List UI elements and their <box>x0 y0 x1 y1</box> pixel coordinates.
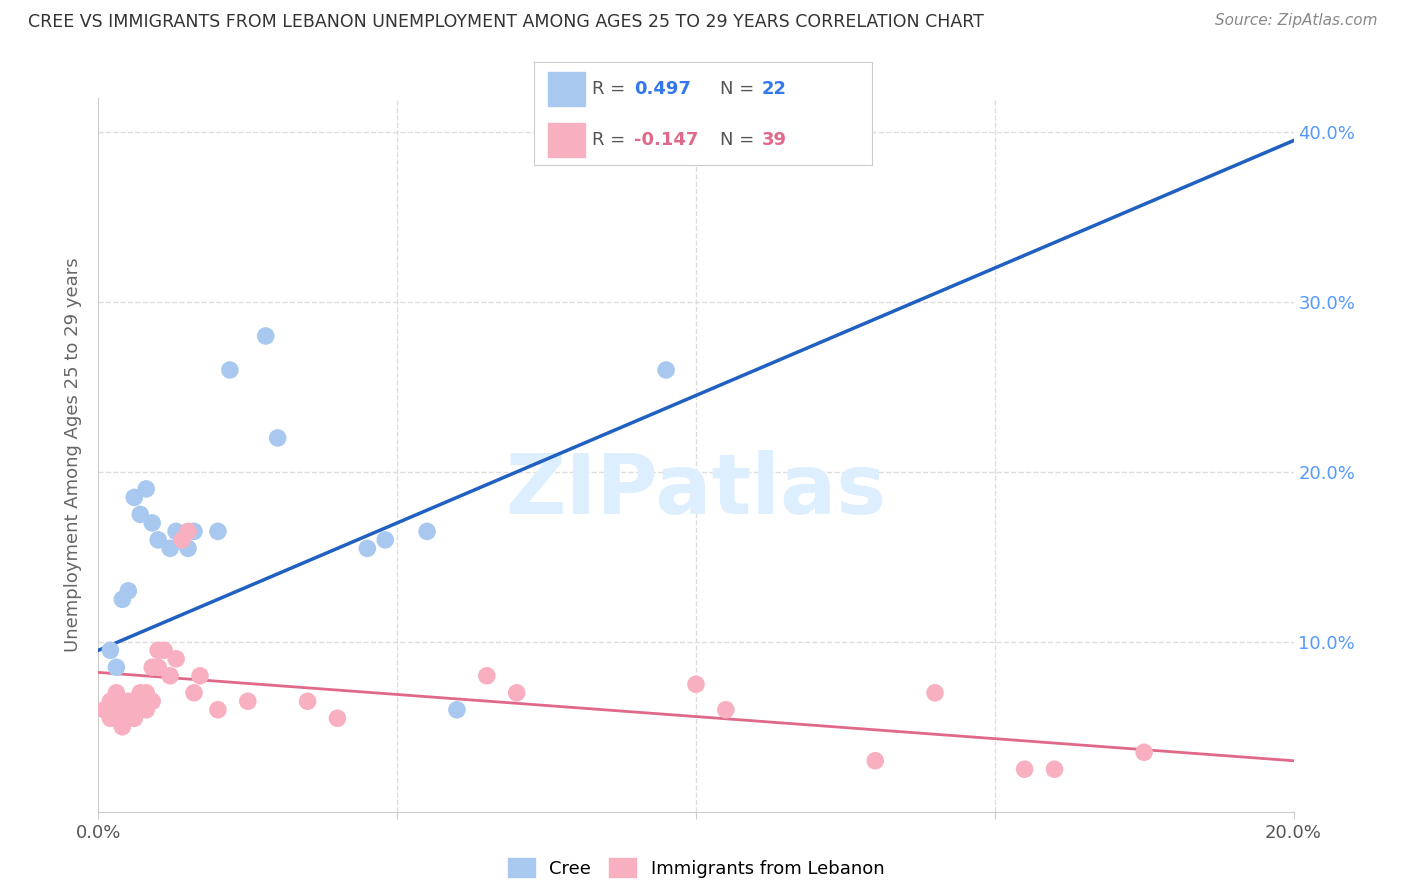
Point <box>236 694 259 708</box>
Text: N =: N = <box>720 131 759 149</box>
Point <box>111 592 134 607</box>
Point <box>356 541 378 556</box>
Point <box>1133 745 1156 759</box>
Point <box>177 524 200 539</box>
Point <box>416 524 439 539</box>
Point <box>865 754 887 768</box>
Point <box>219 363 242 377</box>
Point <box>714 703 737 717</box>
Point <box>93 703 115 717</box>
Point <box>100 694 122 708</box>
Point <box>183 686 205 700</box>
Point <box>326 711 349 725</box>
Text: 0.497: 0.497 <box>634 79 690 97</box>
Point <box>124 694 146 708</box>
Point <box>506 686 529 700</box>
Point <box>685 677 707 691</box>
Point <box>172 533 194 547</box>
Point <box>135 686 157 700</box>
Point <box>254 329 277 343</box>
Text: 22: 22 <box>762 79 787 97</box>
Point <box>141 516 163 530</box>
Bar <box>548 71 585 105</box>
Point <box>105 686 128 700</box>
Text: Source: ZipAtlas.com: Source: ZipAtlas.com <box>1215 13 1378 29</box>
Point <box>655 363 678 377</box>
Point <box>297 694 319 708</box>
Point <box>105 703 128 717</box>
Point <box>124 491 146 505</box>
Point <box>267 431 290 445</box>
Point <box>117 711 139 725</box>
Legend: Cree, Immigrants from Lebanon: Cree, Immigrants from Lebanon <box>501 851 891 885</box>
Point <box>153 643 176 657</box>
Point <box>207 524 229 539</box>
Text: R =: R = <box>592 79 631 97</box>
Point <box>124 711 146 725</box>
Point <box>1014 762 1036 776</box>
Point <box>159 541 181 556</box>
Point <box>141 694 163 708</box>
Point <box>105 660 128 674</box>
Point <box>177 541 200 556</box>
Point <box>117 694 139 708</box>
Point <box>100 711 122 725</box>
Text: 39: 39 <box>762 131 787 149</box>
Point <box>129 508 152 522</box>
Point <box>188 669 211 683</box>
Point <box>111 720 134 734</box>
Point <box>129 686 152 700</box>
Point <box>135 482 157 496</box>
Point <box>165 524 187 539</box>
Text: CREE VS IMMIGRANTS FROM LEBANON UNEMPLOYMENT AMONG AGES 25 TO 29 YEARS CORRELATI: CREE VS IMMIGRANTS FROM LEBANON UNEMPLOY… <box>28 13 984 31</box>
Point <box>100 643 122 657</box>
Point <box>446 703 468 717</box>
Point <box>1043 762 1066 776</box>
Point <box>117 583 139 598</box>
Bar <box>548 123 585 157</box>
Text: R =: R = <box>592 131 631 149</box>
Point <box>148 660 170 674</box>
Y-axis label: Unemployment Among Ages 25 to 29 years: Unemployment Among Ages 25 to 29 years <box>65 258 83 652</box>
Point <box>148 533 170 547</box>
Point <box>141 660 163 674</box>
Point <box>165 652 187 666</box>
Point <box>135 703 157 717</box>
Point <box>475 669 498 683</box>
Point <box>159 669 181 683</box>
Text: N =: N = <box>720 79 759 97</box>
Point <box>207 703 229 717</box>
Point <box>374 533 396 547</box>
Text: ZIPatlas: ZIPatlas <box>506 450 886 531</box>
Point <box>183 524 205 539</box>
Point <box>129 703 152 717</box>
Point <box>148 643 170 657</box>
Point <box>924 686 946 700</box>
Text: -0.147: -0.147 <box>634 131 699 149</box>
Point <box>111 703 134 717</box>
